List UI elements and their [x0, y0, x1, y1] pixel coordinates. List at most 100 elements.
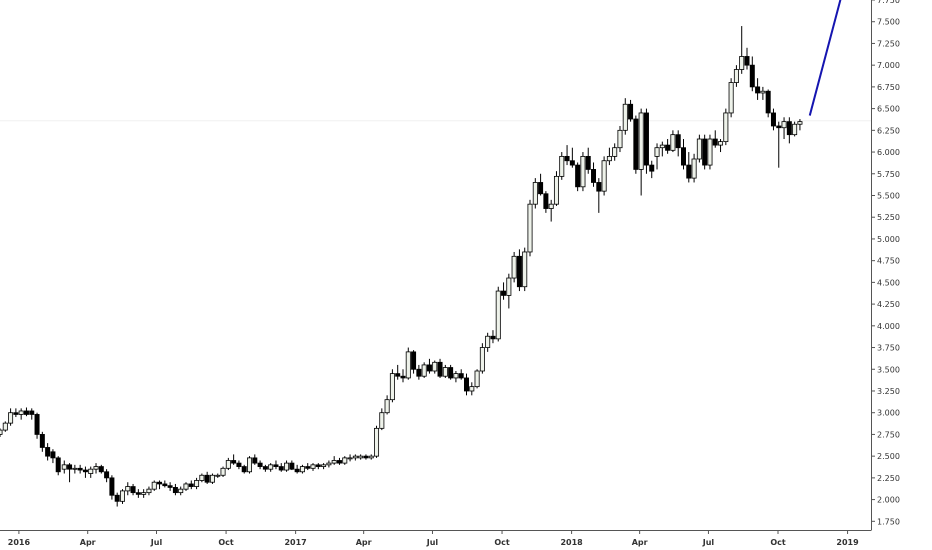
- y-tick-label: 2.000: [877, 496, 900, 505]
- candle: [696, 134, 702, 163]
- candle-body: [606, 155, 612, 162]
- candle: [501, 282, 507, 300]
- candle: [310, 463, 316, 471]
- candle: [289, 460, 295, 471]
- y-tick-label: 6.500: [877, 105, 900, 114]
- candle: [506, 273, 512, 309]
- candle-body: [744, 56, 750, 66]
- candle-body: [104, 471, 110, 479]
- candle: [23, 407, 29, 417]
- candle-body: [130, 486, 136, 494]
- candle: [39, 431, 45, 452]
- projection-layer: [808, 0, 842, 116]
- x-tick-label: 2019: [836, 538, 859, 547]
- candle-body: [18, 410, 24, 415]
- candle: [257, 460, 263, 470]
- y-tick-label: 1.750: [877, 517, 900, 526]
- candle: [776, 121, 782, 168]
- candle-body: [612, 147, 618, 157]
- candle-body: [495, 290, 501, 340]
- candle: [797, 119, 803, 131]
- candle: [141, 489, 147, 498]
- candle-body: [183, 483, 189, 490]
- candle: [659, 141, 665, 157]
- y-tick-label: 3.750: [877, 344, 900, 353]
- candle-body: [352, 455, 358, 459]
- candle-body: [654, 147, 660, 157]
- candle-body: [305, 466, 311, 469]
- candle: [225, 457, 231, 471]
- candle-body: [247, 457, 253, 473]
- candle-body: [225, 460, 231, 469]
- candle-body: [363, 455, 369, 459]
- candle-body: [649, 164, 655, 172]
- candle-body: [765, 90, 771, 114]
- candle-body: [696, 138, 702, 160]
- y-tick-label: 5.250: [877, 213, 900, 222]
- candle: [606, 147, 612, 166]
- candle: [321, 463, 327, 470]
- candle-body: [501, 290, 507, 296]
- candle: [45, 443, 51, 461]
- candle-body: [310, 464, 316, 469]
- candle: [628, 99, 634, 122]
- candle-body: [416, 368, 422, 377]
- candle: [548, 199, 554, 222]
- candle-body: [432, 361, 438, 372]
- candle: [268, 463, 274, 472]
- candle: [231, 454, 237, 465]
- y-tick-label: 2.250: [877, 474, 900, 483]
- candle-body: [712, 138, 718, 146]
- y-tick-label: 4.500: [877, 278, 900, 287]
- y-tick-label: 7.500: [877, 18, 900, 27]
- candle-body: [479, 347, 485, 372]
- candle: [416, 364, 422, 380]
- candle: [294, 464, 300, 474]
- candle: [495, 286, 501, 342]
- candle: [469, 382, 475, 396]
- candle-body: [23, 410, 29, 415]
- candle: [236, 460, 242, 470]
- candle: [680, 139, 686, 170]
- candle-body: [284, 462, 290, 471]
- candles-layer: [0, 26, 803, 507]
- candle: [77, 464, 83, 474]
- y-tick-label: 5.750: [877, 170, 900, 179]
- candle: [728, 78, 734, 118]
- candle: [363, 454, 369, 460]
- candle: [55, 456, 61, 476]
- candle: [744, 47, 750, 70]
- y-tick-label: 3.500: [877, 365, 900, 374]
- candle: [188, 480, 194, 490]
- candle: [199, 473, 205, 483]
- candle: [67, 463, 73, 483]
- candle-body: [252, 457, 258, 464]
- candle-body: [559, 155, 565, 177]
- candle-body: [93, 466, 99, 470]
- candle-body: [405, 351, 411, 379]
- y-tick-label: 2.750: [877, 430, 900, 439]
- candle: [633, 115, 639, 174]
- candle: [146, 486, 152, 496]
- x-tick-label: Jul: [702, 538, 715, 547]
- candle: [723, 108, 729, 146]
- candle-body: [374, 427, 380, 457]
- candle: [718, 139, 724, 153]
- candle-body: [538, 182, 544, 195]
- candle: [215, 473, 221, 478]
- candle-body: [463, 377, 469, 392]
- candle-body: [691, 158, 697, 179]
- candle: [2, 421, 8, 432]
- candle-body: [770, 112, 776, 127]
- candle: [262, 464, 268, 472]
- y-tick-label: 7.750: [877, 0, 900, 5]
- candle-body: [262, 466, 268, 470]
- candle-body: [527, 203, 533, 253]
- candle: [273, 460, 279, 470]
- candle: [426, 358, 432, 374]
- candle: [532, 178, 538, 209]
- candle: [18, 408, 24, 420]
- candle: [453, 371, 459, 383]
- candle: [760, 86, 766, 100]
- candle: [104, 469, 110, 483]
